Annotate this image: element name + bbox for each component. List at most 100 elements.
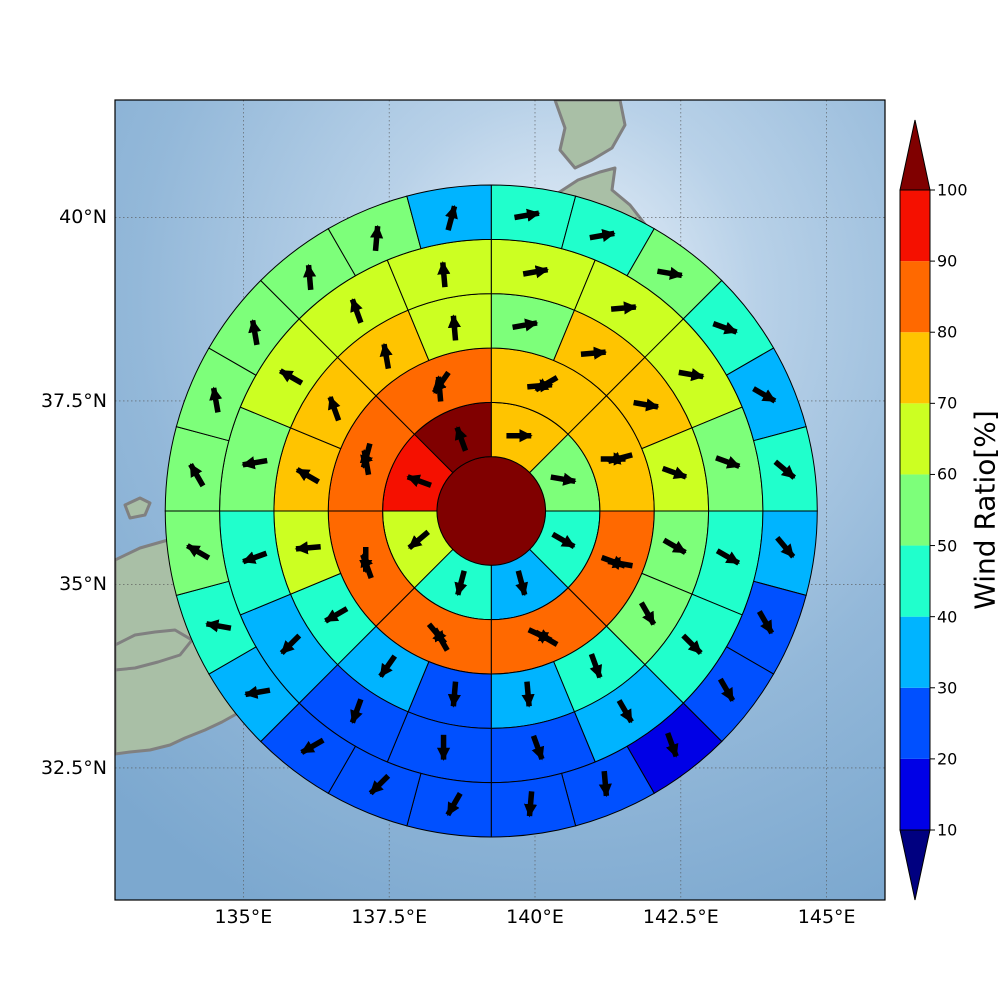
colorbar-segment <box>900 190 930 262</box>
wind-arrow <box>589 228 616 242</box>
y-tick-label: 40°N <box>59 206 107 229</box>
wind-arrow <box>432 627 450 652</box>
x-tick-label: 145°E <box>797 906 856 928</box>
wind-arrow <box>550 472 577 486</box>
wind-arrow <box>514 208 541 222</box>
wind-arrow <box>378 654 398 678</box>
wind-arrow <box>580 346 607 360</box>
wind-arrow <box>521 681 535 708</box>
wind-arrow <box>445 792 463 817</box>
wind-arrow <box>606 557 633 571</box>
wind-arrow <box>678 368 705 382</box>
colorbar-over-arrow <box>899 119 931 191</box>
wind-arrow <box>188 463 206 488</box>
wind-arrow <box>406 474 432 488</box>
wind-arrow <box>185 543 211 561</box>
sector-cell <box>436 456 547 566</box>
wind-arrow <box>712 321 738 335</box>
wind-arrow <box>715 455 741 469</box>
x-tick-label: 140°E <box>506 906 564 928</box>
colorbar-tick-label: 30 <box>937 678 958 698</box>
land-hokkaido-edge <box>553 100 627 170</box>
colorbar-tick-label: 90 <box>937 251 958 271</box>
wind-arrow <box>454 426 469 452</box>
colorbar-tick-label: 50 <box>937 536 958 556</box>
wind-arrows <box>185 204 797 818</box>
wind-arrow <box>205 619 232 633</box>
wind-arrow <box>662 537 687 555</box>
colorbar-frame <box>899 189 931 831</box>
wind-arrow <box>349 698 364 724</box>
wind-arrow <box>606 451 633 465</box>
x-tick-label: 142.5°E <box>642 906 719 928</box>
sector-cell <box>406 772 492 838</box>
sector-cell <box>753 510 818 596</box>
wind-arrow <box>324 606 349 624</box>
sector-cell <box>164 426 230 512</box>
colorbar-segment <box>900 403 930 475</box>
wind-arrow <box>248 319 262 346</box>
wind-arrow <box>523 791 538 818</box>
wind-arrow <box>522 265 549 279</box>
wind-arrow <box>633 398 660 412</box>
colorbar-tick-label: 40 <box>937 607 958 627</box>
colorbar-segment <box>900 545 930 617</box>
wind-arrow <box>241 550 268 565</box>
colorbar-tick-label: 70 <box>937 393 958 413</box>
map-frame <box>114 99 886 901</box>
colorbar-tick-label: 80 <box>937 322 958 342</box>
wind-arrow <box>588 653 603 679</box>
x-tick-label: 135°E <box>214 906 273 928</box>
y-tick-label: 32.5°N <box>40 756 107 779</box>
wind-arrow <box>279 633 302 656</box>
wind-arrow <box>407 529 430 550</box>
wind-arrow <box>454 570 468 597</box>
colorbar-segment <box>900 616 930 688</box>
colorbar-segment <box>900 474 930 546</box>
wind-arrow <box>665 732 679 758</box>
wind-arrow <box>360 553 374 579</box>
wind-arrow <box>294 541 321 555</box>
wind-arrow <box>512 318 539 332</box>
wind-arrow <box>445 204 458 231</box>
land-shikoku <box>115 628 194 672</box>
wind-arrow <box>717 677 736 702</box>
wind-arrow <box>241 456 268 470</box>
wind-arrow <box>447 314 461 341</box>
wind-arrow <box>303 263 317 291</box>
wind-arrow <box>610 301 638 315</box>
wind-arrow <box>656 266 684 280</box>
wind-arrow <box>432 375 447 402</box>
wind-arrow <box>515 570 529 597</box>
wind-arrow <box>616 699 634 724</box>
wind-arrow <box>209 386 223 413</box>
wind-arrow <box>661 465 688 480</box>
colorbar-segment <box>900 758 930 830</box>
wind-arrow <box>551 531 576 549</box>
wind-arrow <box>598 770 612 798</box>
wind-arrow <box>775 535 796 559</box>
y-tick-label: 37.5°N <box>40 389 107 412</box>
colorbar-segment <box>900 332 930 404</box>
wind-arrow <box>278 368 304 386</box>
wind-arrow <box>534 629 559 647</box>
colorbar-segment <box>900 687 930 759</box>
wind-arrow <box>300 737 325 755</box>
wind-arrow <box>327 395 342 422</box>
wind-arrow <box>437 261 451 288</box>
sector-cell <box>490 772 577 838</box>
wind-arrow <box>370 224 384 252</box>
colorbar-segment <box>900 261 930 333</box>
wind-arrow <box>638 601 657 626</box>
wind-arrow <box>368 773 391 796</box>
colorbar-tick-label: 20 <box>937 749 958 769</box>
wind-arrow <box>244 685 271 699</box>
colorbar <box>899 119 935 901</box>
y-tick-label: 35°N <box>59 573 107 596</box>
colorbar-tick-label: 100 <box>937 180 968 200</box>
colorbar-title: Wind Ratio[%] <box>968 410 1000 610</box>
wind-sectors <box>164 184 818 838</box>
wind-arrow <box>681 633 703 656</box>
colorbar-tick-label: 10 <box>937 820 958 840</box>
